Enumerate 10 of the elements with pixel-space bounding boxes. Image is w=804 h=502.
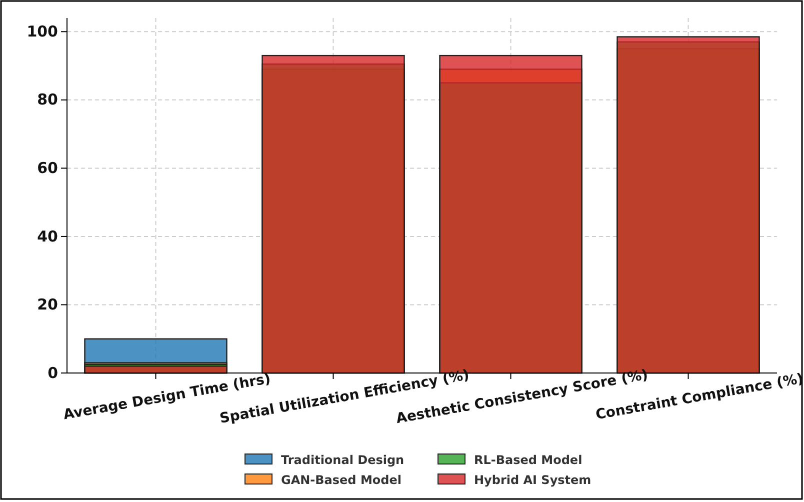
legend-label: RL-Based Model xyxy=(474,453,582,467)
y-tick-label: 100 xyxy=(26,22,58,40)
legend-label: Hybrid AI System xyxy=(474,473,592,487)
y-tick-label: 60 xyxy=(37,158,58,177)
y-tick-label: 20 xyxy=(37,296,58,314)
y-tick-label: 80 xyxy=(37,90,58,109)
y-tick-label: 0 xyxy=(48,364,58,382)
legend-label: Traditional Design xyxy=(281,453,404,467)
y-tick-label: 40 xyxy=(37,227,58,246)
legend-label: GAN-Based Model xyxy=(281,473,402,487)
